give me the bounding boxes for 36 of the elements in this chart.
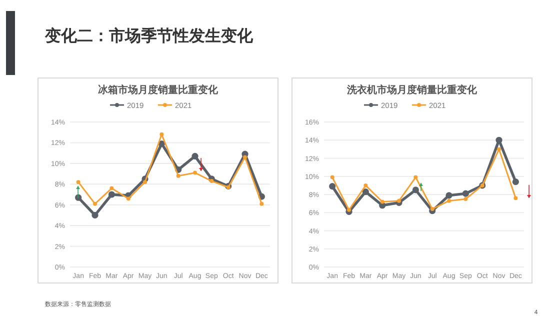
point [110,186,114,190]
point [347,208,351,212]
point [93,202,97,206]
point [496,136,502,144]
point [210,179,214,184]
point [464,197,468,202]
point [414,175,418,180]
point [192,152,198,160]
point [330,175,334,180]
point [243,155,247,160]
point [362,188,369,196]
point [380,200,384,204]
text: 变化二：市场季节性发生变化 [44,27,254,45]
chart-title: 冰箱市场月度销量比重变化 [98,84,219,96]
point [514,196,518,200]
point [462,190,469,197]
point [126,196,130,201]
point [76,180,80,184]
point [260,202,264,206]
point [226,185,230,190]
point [497,147,501,152]
point [412,186,419,194]
point [176,174,180,178]
point [430,207,434,211]
point [364,183,368,188]
point [92,212,98,219]
point [512,178,519,186]
point [329,183,336,190]
point [397,198,401,203]
point [108,191,115,198]
point [446,192,452,199]
chart-title: 洗衣机市场月度销量比重变化 [346,84,478,96]
point [193,170,197,175]
point [143,180,147,184]
point [160,132,164,136]
point [447,198,451,203]
